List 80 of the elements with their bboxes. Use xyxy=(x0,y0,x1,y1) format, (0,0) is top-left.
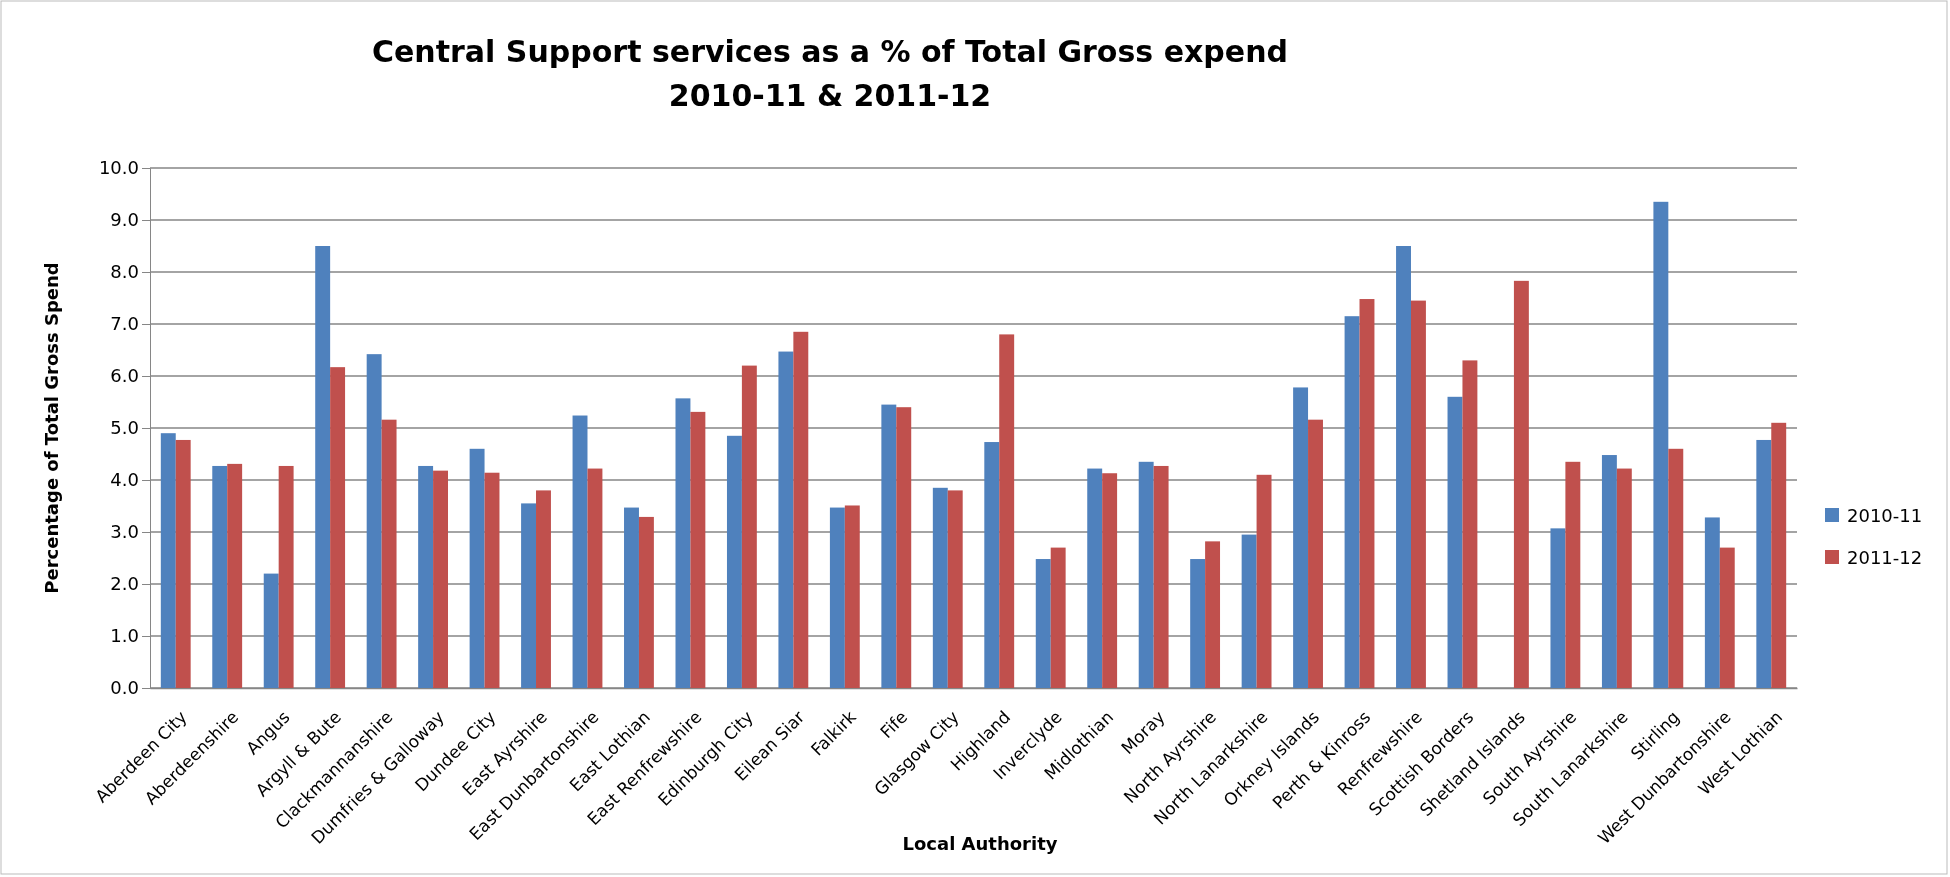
bar xyxy=(984,442,1000,688)
bar xyxy=(1308,419,1323,688)
bar xyxy=(572,415,588,688)
bar xyxy=(1138,461,1154,688)
y-tick-label: 9.0 xyxy=(110,209,139,231)
bar xyxy=(1293,387,1309,688)
bar xyxy=(1513,280,1529,688)
bar xyxy=(175,439,191,688)
y-tick-label: 2.0 xyxy=(110,573,139,595)
bar xyxy=(675,398,691,688)
bar xyxy=(1565,461,1581,688)
chart-title: Central Support services as a % of Total Gross expend 2010-11 & 2011-12 xyxy=(372,34,1288,113)
bar xyxy=(1771,422,1787,688)
bar xyxy=(741,365,757,688)
y-tick-label: 8.0 xyxy=(110,261,139,283)
bar xyxy=(778,351,794,688)
y-tick-label: 4.0 xyxy=(110,469,139,491)
bar xyxy=(1550,528,1566,688)
bar xyxy=(433,470,448,688)
y-tick-label: 7.0 xyxy=(110,313,139,335)
bar xyxy=(793,331,809,688)
bar xyxy=(1256,474,1272,688)
bar xyxy=(726,435,742,688)
bar xyxy=(330,367,346,688)
bar xyxy=(212,465,228,688)
x-tick-label: Fife xyxy=(876,706,912,742)
bar xyxy=(1050,547,1066,688)
legend-label: 2010-11 xyxy=(1847,505,1923,526)
bar xyxy=(1241,534,1257,688)
bar xyxy=(160,433,176,688)
bar xyxy=(1601,455,1617,688)
bar xyxy=(1153,465,1169,688)
bar xyxy=(1359,299,1375,688)
bar xyxy=(381,419,397,688)
y-tick-label: 5.0 xyxy=(110,417,139,439)
bar xyxy=(1653,201,1669,688)
bar xyxy=(690,411,706,688)
bar xyxy=(844,505,860,688)
bar xyxy=(1205,541,1221,688)
bar xyxy=(638,516,654,688)
bar xyxy=(999,334,1015,688)
bar xyxy=(1344,316,1360,688)
bar xyxy=(1410,300,1426,688)
y-tick-label: 1.0 xyxy=(110,625,139,647)
y-tick-label: 3.0 xyxy=(110,521,139,543)
bar xyxy=(1719,547,1735,688)
bar xyxy=(1102,473,1118,688)
bar xyxy=(1447,396,1463,688)
bar xyxy=(624,507,639,688)
bar xyxy=(1462,360,1478,688)
bar xyxy=(587,468,603,688)
bar xyxy=(278,465,294,688)
bar xyxy=(469,448,485,688)
bar xyxy=(484,472,500,688)
bar xyxy=(315,246,331,688)
bar xyxy=(1756,439,1772,688)
bar xyxy=(896,407,912,688)
bar xyxy=(227,463,243,688)
y-tick-label: 10.0 xyxy=(98,157,139,179)
bar xyxy=(932,487,948,688)
x-axis-title: Local Authority xyxy=(902,833,1058,854)
bar xyxy=(947,490,963,688)
bar xyxy=(1190,559,1206,688)
bar xyxy=(829,507,845,688)
bar xyxy=(1087,468,1103,688)
y-axis-title: Percentage of Total Gross Spend xyxy=(41,262,62,594)
bar xyxy=(263,573,279,688)
bar xyxy=(881,404,897,688)
bar xyxy=(366,354,382,688)
bar xyxy=(1035,559,1051,688)
bar xyxy=(1704,517,1720,688)
y-tick-label: 6.0 xyxy=(110,365,139,387)
bar xyxy=(1668,448,1684,688)
y-tick-label: 0.0 xyxy=(110,677,139,699)
bar xyxy=(418,465,434,688)
bar xyxy=(1396,246,1411,688)
bar xyxy=(521,503,537,688)
bar xyxy=(1616,468,1632,688)
bar xyxy=(536,490,551,688)
legend-label: 2011-12 xyxy=(1847,547,1923,568)
